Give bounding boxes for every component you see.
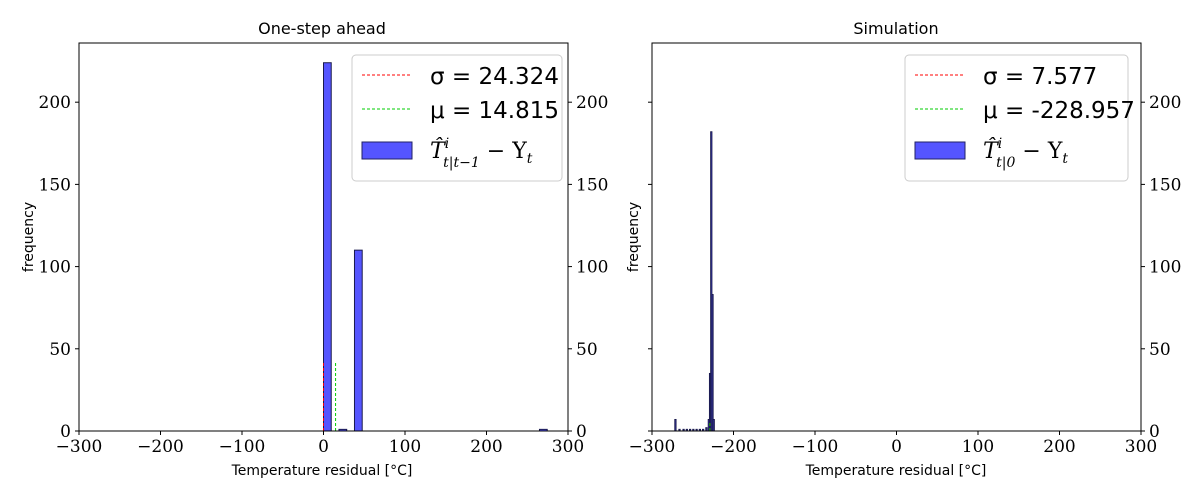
legend: σ = 7.577 μ = -228.957 T̂i t|0 − Yt — [904, 54, 1135, 182]
y-tick-label-right: 150 — [576, 175, 608, 195]
legend-mu-label: μ = -228.957 — [983, 98, 1135, 124]
y-axis-label: frequency — [626, 202, 642, 272]
x-tick-label: 100 — [962, 437, 994, 457]
y-axis-ticks-left: 0 50 100 150 200 — [39, 93, 79, 442]
x-tick-label: 0 — [891, 437, 902, 457]
y-tick-label: 50 — [49, 340, 71, 360]
y-tick-label: 100 — [39, 258, 71, 278]
stat-lines — [323, 361, 337, 431]
x-tick-label: −100 — [219, 437, 266, 457]
chart-title: One-step ahead — [258, 19, 386, 38]
y-axis-ticks-left — [648, 101, 652, 432]
y-tick-label-right: 50 — [1149, 340, 1171, 360]
y-axis-label: frequency — [21, 202, 37, 272]
panel-simulation: Simulation −300 −200 −100 0 100 200 300 0 50 100… — [626, 19, 1181, 479]
x-axis-label: Temperature residual [°C] — [231, 463, 413, 479]
histogram-bar — [711, 294, 714, 432]
x-tick-label: 300 — [552, 437, 584, 457]
y-tick-label-right: 200 — [1149, 93, 1181, 113]
x-axis-ticks: −300 −200 −100 0 100 200 300 — [629, 431, 1157, 457]
x-tick-label: 100 — [389, 437, 421, 457]
legend-hist-label: T̂i t|t−1 − Yt — [430, 136, 533, 171]
histogram-bar — [674, 418, 677, 432]
x-tick-label: −300 — [629, 437, 676, 457]
y-tick-label-right: 0 — [576, 422, 587, 442]
y-tick-label-right: 50 — [576, 340, 598, 360]
legend-hist-label: T̂i t|0 − Yt — [983, 136, 1068, 171]
histogram-bars — [323, 62, 548, 432]
x-tick-label: −100 — [792, 437, 839, 457]
histogram-bar — [323, 62, 332, 432]
x-tick-label: −200 — [137, 437, 184, 457]
y-tick-label-right: 100 — [576, 258, 608, 278]
y-tick-label: 200 — [39, 93, 71, 113]
y-tick-label: 150 — [39, 175, 71, 195]
histogram-bar — [353, 249, 363, 432]
x-tick-label: 300 — [1125, 437, 1157, 457]
x-axis-ticks: −300 −200 −100 0 100 200 300 — [56, 431, 584, 457]
y-tick-label-right: 200 — [576, 93, 608, 113]
y-axis-ticks-right: 0 50 100 150 200 — [1141, 93, 1181, 442]
legend-sigma-label: σ = 24.324 — [430, 64, 559, 90]
y-tick-label-right: 0 — [1149, 422, 1160, 442]
legend-hist-swatch — [914, 141, 966, 160]
legend-hist-swatch — [361, 141, 413, 160]
x-tick-label: 0 — [318, 437, 329, 457]
x-tick-label: −300 — [56, 437, 103, 457]
x-tick-label: 200 — [1043, 437, 1075, 457]
y-tick-label-right: 100 — [1149, 258, 1181, 278]
panel-one-step-ahead: One-step ahead −300 −200 −100 0 100 200 300 0 5… — [21, 19, 608, 479]
histogram-bar — [712, 418, 715, 432]
x-tick-label: −200 — [710, 437, 757, 457]
legend-sigma-label: σ = 7.577 — [983, 64, 1097, 90]
legend-mu-label: μ = 14.815 — [430, 98, 559, 124]
y-tick-label-right: 150 — [1149, 175, 1181, 195]
x-tick-label: 200 — [470, 437, 502, 457]
chart-title: Simulation — [853, 19, 938, 38]
histogram-bars — [674, 131, 715, 432]
x-axis-label: Temperature residual [°C] — [805, 463, 987, 479]
legend: σ = 24.324 μ = 14.815 T̂i t|t−1 − Yt — [351, 54, 563, 182]
y-axis-ticks-right: 0 50 100 150 200 — [568, 93, 608, 442]
y-tick-label: 0 — [60, 422, 71, 442]
